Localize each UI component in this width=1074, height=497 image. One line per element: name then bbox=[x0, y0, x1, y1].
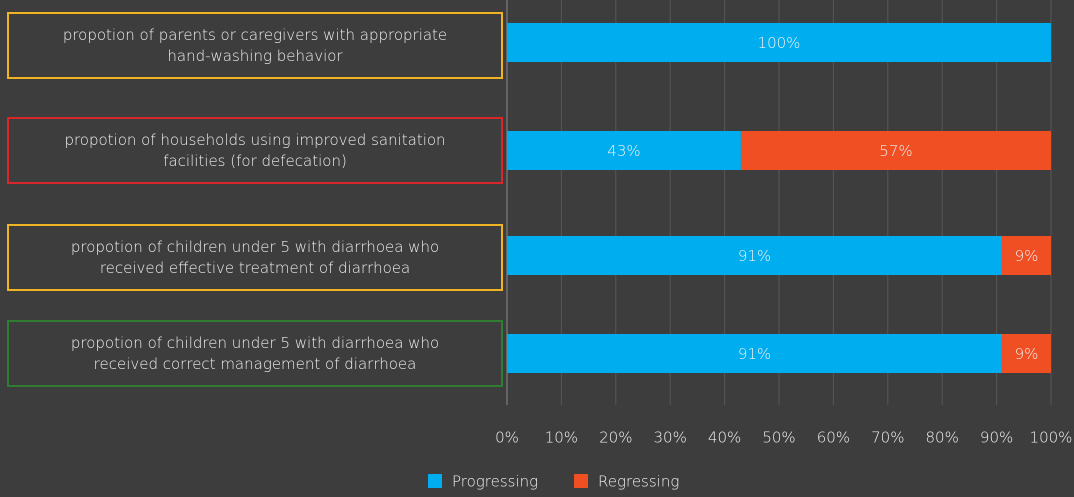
x-tick-label: 90% bbox=[980, 429, 1013, 447]
legend-swatch bbox=[428, 474, 442, 488]
x-tick-label: 40% bbox=[708, 429, 741, 447]
legend-label: Regressing bbox=[598, 473, 679, 491]
bar-segment bbox=[1002, 236, 1051, 275]
data-label: 9% bbox=[1015, 345, 1039, 363]
bar-segment bbox=[507, 131, 741, 170]
x-tick-label: 50% bbox=[762, 429, 795, 447]
x-tick-label: 30% bbox=[654, 429, 687, 447]
x-tick-label: 20% bbox=[599, 429, 632, 447]
data-label: 43% bbox=[607, 142, 640, 160]
bar-segment bbox=[507, 23, 1051, 62]
category-label: propotion of parents or caregivers with … bbox=[7, 12, 503, 79]
data-label: 9% bbox=[1015, 247, 1039, 265]
bar-segment bbox=[740, 131, 1051, 170]
legend-label: Progressing bbox=[452, 473, 538, 491]
x-tick-label: 70% bbox=[871, 429, 904, 447]
bar-segment bbox=[507, 236, 1003, 275]
bar-segment bbox=[507, 334, 1003, 373]
data-label: 91% bbox=[738, 345, 771, 363]
data-label: 57% bbox=[879, 142, 912, 160]
x-tick-label: 60% bbox=[817, 429, 850, 447]
x-tick-label: 0% bbox=[495, 429, 519, 447]
bar-segment bbox=[1002, 334, 1051, 373]
legend-swatch bbox=[574, 474, 588, 488]
category-label: propotion of households using improved s… bbox=[7, 117, 503, 184]
category-label: propotion of children under 5 with diarr… bbox=[7, 224, 503, 291]
x-tick-label: 100% bbox=[1030, 429, 1073, 447]
x-tick-label: 80% bbox=[926, 429, 959, 447]
data-label: 100% bbox=[758, 34, 801, 52]
category-label: propotion of children under 5 with diarr… bbox=[7, 320, 503, 387]
data-label: 91% bbox=[738, 247, 771, 265]
x-tick-label: 10% bbox=[545, 429, 578, 447]
